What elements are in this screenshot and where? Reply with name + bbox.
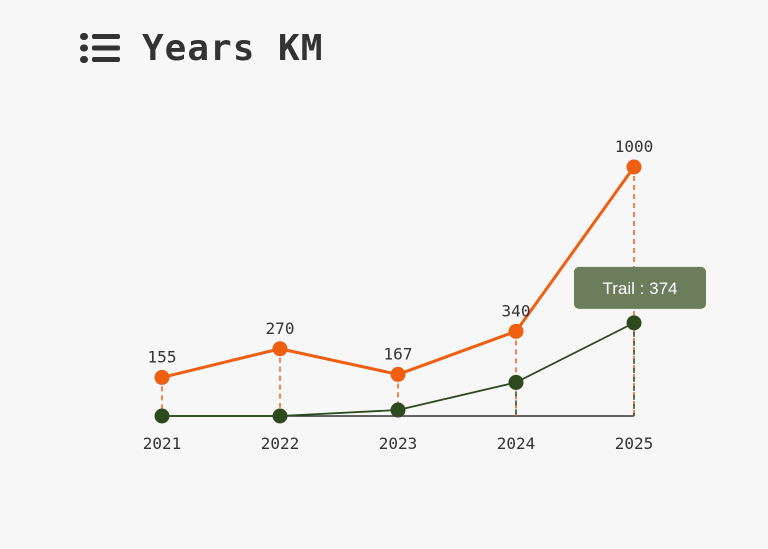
value-label-2024: 340 bbox=[502, 301, 531, 320]
data-point-2-2023 bbox=[390, 402, 406, 418]
data-point-1-2021 bbox=[154, 369, 170, 385]
tooltip: Trail : 374 bbox=[574, 266, 706, 309]
data-point-2-2025 bbox=[626, 315, 642, 331]
page-title: Years KM bbox=[142, 27, 324, 69]
tooltip-text: Trail : 374 bbox=[603, 279, 678, 298]
list-icon bbox=[80, 33, 120, 63]
x-tick-label-2021: 2021 bbox=[143, 434, 182, 453]
data-point-2-2021 bbox=[154, 408, 170, 424]
value-label-2023: 167 bbox=[384, 344, 413, 363]
tooltip-box bbox=[574, 266, 706, 309]
x-tick-label-2024: 2024 bbox=[497, 434, 536, 453]
data-point-1-2022 bbox=[272, 341, 288, 357]
data-point-2-2022 bbox=[272, 408, 288, 424]
value-label-2022: 270 bbox=[266, 319, 295, 338]
value-label-2021: 155 bbox=[148, 347, 177, 366]
data-point-1-2024 bbox=[508, 323, 524, 339]
x-tick-label-2022: 2022 bbox=[261, 434, 300, 453]
chart-header: Years KM bbox=[80, 26, 323, 70]
data-point-1-2023 bbox=[390, 366, 406, 382]
data-point-2-2024 bbox=[508, 374, 524, 390]
value-label-2025: 1000 bbox=[615, 137, 654, 156]
x-tick-label-2023: 2023 bbox=[379, 434, 418, 453]
x-tick-label-2025: 2025 bbox=[615, 434, 654, 453]
data-point-1-2025 bbox=[626, 159, 642, 175]
